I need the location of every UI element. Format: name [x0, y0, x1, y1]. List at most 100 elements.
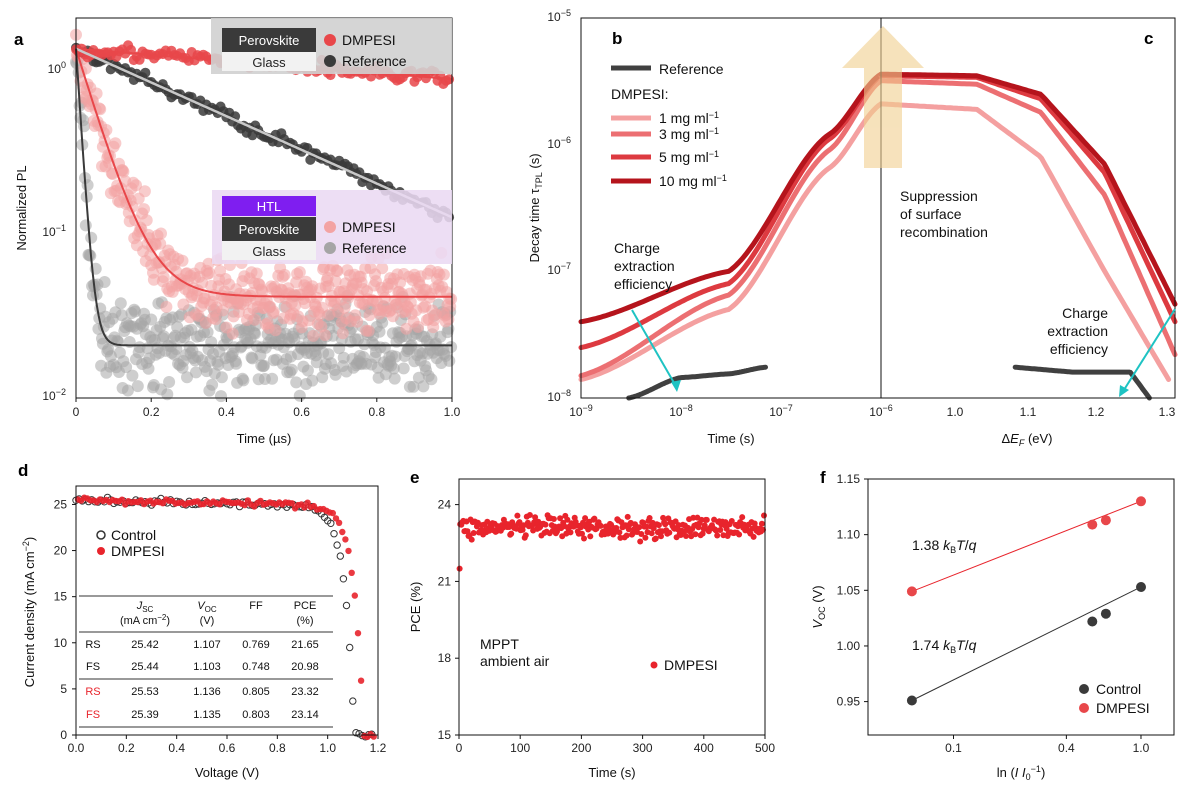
data-point-a [310, 356, 323, 369]
stack-perovskite-label: Perovskite [239, 33, 300, 48]
jv-point-dmpesi [370, 733, 377, 740]
pce-point [714, 532, 721, 539]
data-point-a [142, 362, 155, 375]
panel-a-ylabel: Normalized PL [14, 165, 29, 250]
data-point-a [310, 291, 323, 304]
table-cell: 25.42 [131, 639, 159, 651]
data-point-a [154, 237, 167, 250]
data-point-a [337, 351, 350, 364]
annotation-extraction-c: extraction [1047, 323, 1108, 339]
panel-b-label: b [612, 29, 622, 48]
data-point-a [147, 273, 160, 286]
panel-a-legend-top: Perovskite Glass DMPESI Reference [211, 18, 452, 74]
voc-point [1100, 515, 1111, 526]
data-point-a [155, 227, 167, 240]
pce-point [723, 525, 730, 532]
xtick-label-e: 300 [633, 741, 653, 755]
annotation-charge-c: Charge [1062, 305, 1108, 321]
voc-point [1136, 496, 1146, 507]
annotation-suppression: Suppression [900, 188, 978, 204]
pce-point [519, 526, 526, 533]
tau-line-c [878, 71, 1178, 307]
pce-point [582, 515, 589, 522]
panel-f-xlabel: ln (I I0−1) [997, 764, 1046, 782]
ytick-label-f: 0.95 [837, 695, 861, 709]
stack-glass [222, 52, 316, 71]
data-point-a [329, 368, 342, 381]
tau-line-b [578, 101, 884, 382]
panel-d-legend: Control DMPESI [96, 527, 165, 559]
legend-marker-control-f [1079, 684, 1089, 694]
pce-point [692, 531, 699, 538]
fit-line-f [911, 586, 1142, 701]
xtick-1e-8: 10−8 [669, 403, 693, 419]
pce-point [577, 524, 584, 531]
jv-point-dmpesi [118, 496, 126, 503]
jv-point-dmpesi [357, 677, 365, 684]
pce-point [591, 515, 598, 522]
data-point-a [267, 305, 280, 318]
panel-e-yticks: 15 18 21 24 [438, 498, 459, 742]
pce-point [623, 532, 630, 539]
data-point-a [215, 390, 227, 403]
jv-point-dmpesi [241, 501, 248, 509]
pce-point [522, 532, 529, 539]
pce-point [484, 518, 491, 525]
pce-point [624, 513, 631, 520]
fit-line-a [75, 48, 452, 347]
data-point-a [258, 359, 270, 372]
panel-a-xticks: 0 0.2 0.4 0.6 0.8 1.0 [73, 398, 461, 419]
xtick-1e-9: 10−9 [569, 403, 593, 419]
legend-marker-reference [324, 55, 336, 67]
arrow-c-head [1119, 385, 1129, 397]
suppression-arrow [842, 26, 924, 168]
ytick-label-d: 10 [54, 636, 68, 650]
data-point-a [266, 372, 279, 385]
xtick-label-f: 1.0 [1133, 741, 1150, 755]
annotation-ambient-air: ambient air [480, 653, 550, 669]
data-point-a [81, 179, 94, 192]
ytick-label-d: 0 [60, 728, 67, 742]
table-cell: 20.98 [291, 661, 319, 673]
pce-point [597, 522, 604, 529]
ytick-1e-7: 10−7 [547, 261, 571, 277]
pce-point [739, 514, 746, 521]
panel-b-xlabel: Time (s) [707, 431, 754, 446]
pce-point [468, 536, 475, 543]
legend-label-reference-2: Reference [342, 240, 407, 256]
slope-label-dmpesi: 1.38 kBT/q [912, 537, 977, 555]
panel-b-legend: Reference DMPESI: 1 mg ml−1 3 mg ml−1 5 … [611, 61, 727, 189]
data-point-a [237, 374, 250, 387]
legend-label-10mg: 10 mg ml−1 [659, 173, 727, 189]
annotation-recombination: recombination [900, 224, 988, 240]
pce-point [618, 519, 625, 526]
xtick-label-a: 0.6 [293, 405, 310, 419]
table-cell: 0.803 [242, 709, 270, 721]
th-jsc-unit: (mA cm−2) [120, 613, 170, 627]
data-point-a [209, 313, 222, 326]
data-point-a [445, 293, 458, 305]
data-point-a [387, 362, 400, 375]
ytick-1e0: 100 [48, 60, 66, 76]
jv-point-control [352, 729, 360, 737]
jv-point-control [346, 643, 354, 652]
table-cell: FS [86, 661, 100, 673]
data-point-a [79, 219, 92, 232]
data-point-a [289, 299, 302, 312]
pce-point [579, 530, 585, 537]
pce-point [613, 525, 620, 531]
panel-b-lines [578, 71, 884, 401]
panel-d: Control DMPESI JSC (mA cm−2) VOC (V) FF … [18, 461, 387, 780]
data-point-a [412, 320, 424, 333]
pce-point [658, 533, 664, 540]
th-ff: FF [249, 600, 263, 612]
panel-f-yticks: 0.95 1.00 1.05 1.10 1.15 [837, 472, 868, 709]
data-point-a [331, 265, 344, 277]
data-point-a [397, 362, 410, 375]
panel-c: Suppression of surface recombination Cha… [878, 17, 1178, 448]
pce-point [646, 515, 653, 521]
panel-b-xticks: 10−9 10−8 10−7 10−6 [569, 403, 893, 419]
panel-f-points [906, 496, 1146, 706]
data-point-a [386, 310, 399, 323]
legend-marker-reference-2 [324, 242, 336, 254]
